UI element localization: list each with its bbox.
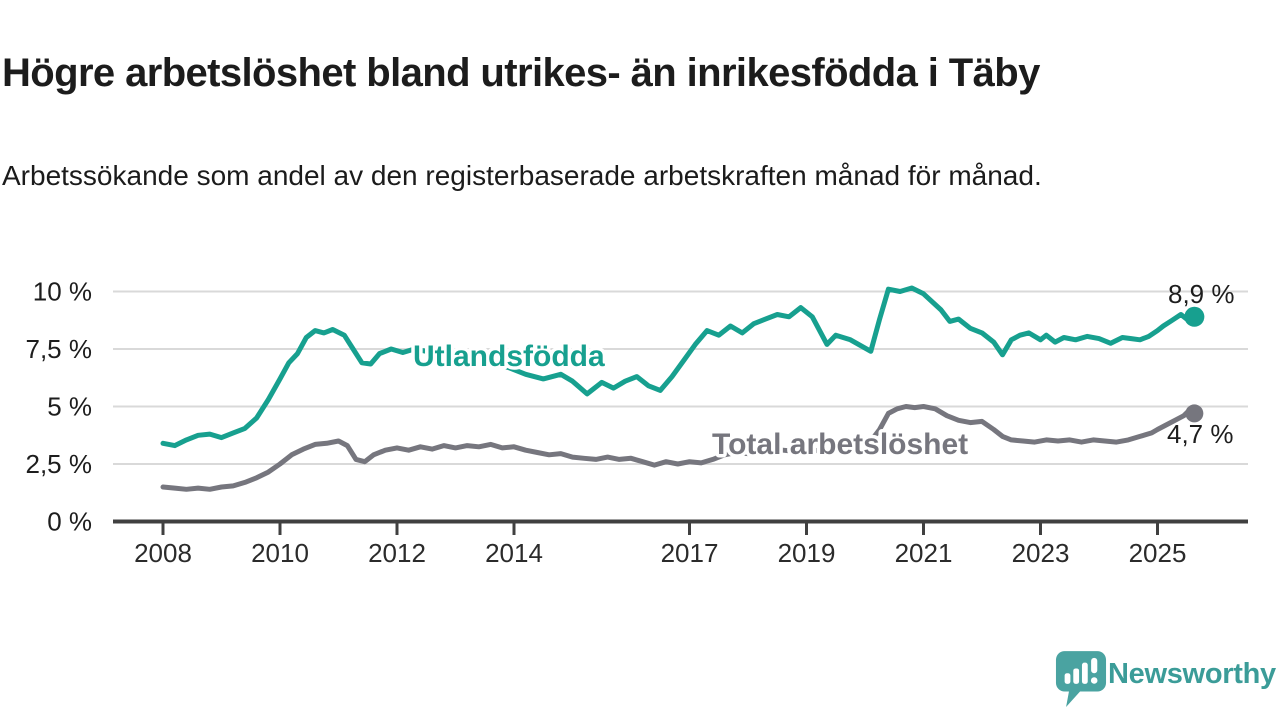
y-axis-tick-label: 10 % (33, 277, 92, 307)
y-axis-tick-label: 5 % (47, 392, 92, 422)
series-lines-group (160, 285, 1197, 492)
y-axis-tick-label: 0 % (47, 507, 92, 537)
series-line-total (160, 404, 1197, 492)
page-title: Högre arbetslöshet bland utrikes- än inr… (2, 50, 1040, 95)
series-label-total: Total arbetslöshet (712, 428, 968, 461)
x-axis-tick-label: 2025 (1129, 538, 1187, 568)
y-axis-tick-label: 7,5 % (26, 334, 93, 364)
y-axis-labels-group: 0 % 2,5 % 5 % 7,5 % 10 % (26, 277, 93, 537)
x-axis-tick-label: 2010 (251, 538, 309, 568)
speech-bubble-shape (1055, 651, 1107, 707)
series-end-dot-total (1185, 404, 1204, 423)
exclamation-dot (1090, 677, 1098, 684)
series-end-dot-utlandsfodda (1184, 306, 1205, 327)
x-axis-tick-label: 2017 (661, 538, 719, 568)
series-label-utlandsfodda: Utlandsfödda (413, 340, 605, 373)
brand-name: Newsworthy (1108, 658, 1276, 690)
series-annotations-group: Utlandsfödda 8,9 % Total arbetslöshet 4,7 % (410, 279, 1235, 465)
x-axis-tick-label: 2008 (134, 538, 192, 568)
exclamation-bar (1091, 657, 1098, 674)
bar-tall (1081, 662, 1088, 684)
x-axis-tick-label: 2014 (485, 538, 543, 568)
y-axis-tick-label: 2,5 % (26, 449, 93, 479)
newsworthy-logo-icon (1055, 651, 1107, 707)
series-line-utlandsfodda (160, 285, 1197, 449)
x-axis-group: 2008 2010 2012 2014 2017 2019 2021 2023 2025 (113, 519, 1248, 568)
x-axis-tick-label: 2019 (778, 538, 836, 568)
bar-small (1064, 673, 1071, 684)
bar-medium (1073, 668, 1080, 684)
x-axis-tick-label: 2021 (895, 538, 953, 568)
x-axis-tick-label: 2023 (1012, 538, 1070, 568)
series-end-value-label-total: 4,7 % (1167, 419, 1234, 449)
page-subtitle: Arbetssökande som andel av den registerb… (2, 160, 1042, 191)
x-axis-tick-label: 2012 (368, 538, 426, 568)
brand-footer: Newsworthy (1055, 649, 1280, 711)
series-end-value-label-utlandsfodda: 8,9 % (1168, 279, 1235, 309)
